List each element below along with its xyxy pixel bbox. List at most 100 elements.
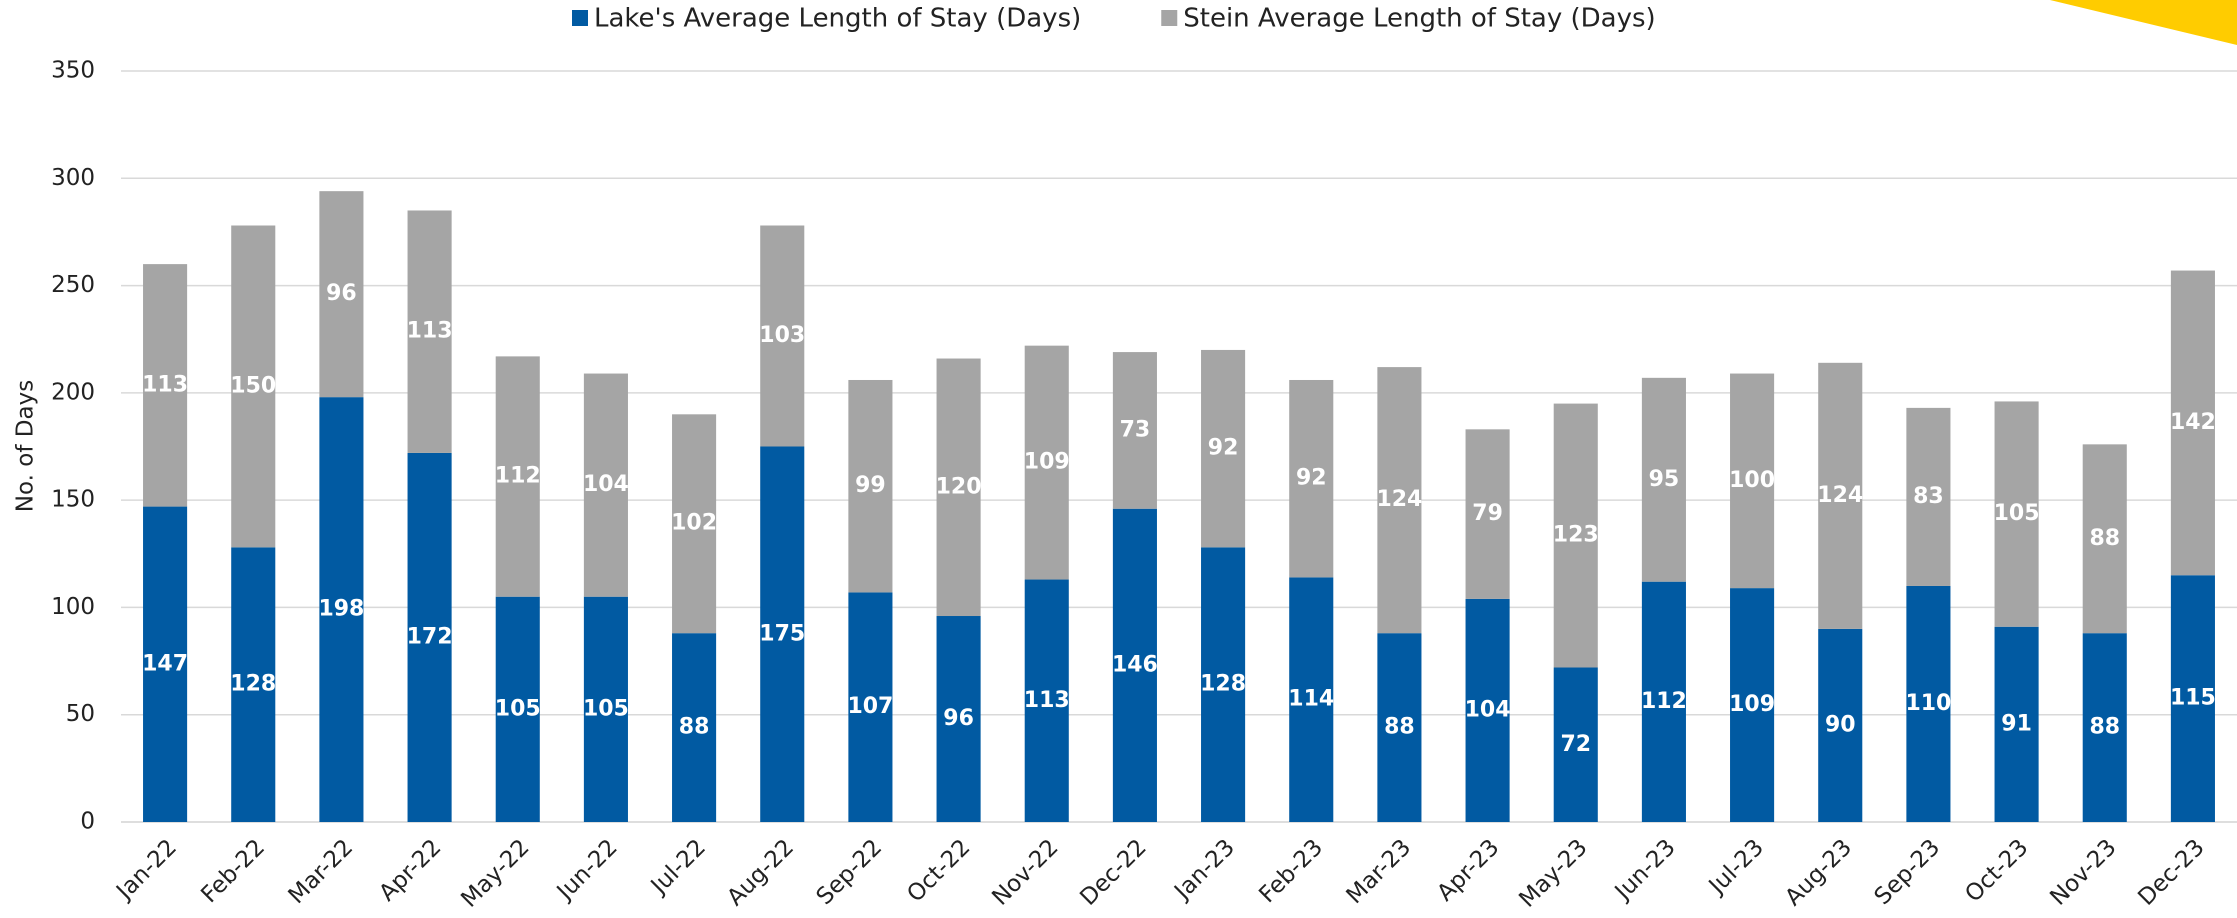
y-tick-label: 250 [51,272,95,298]
x-tick-label: Mar-23 [1342,834,1417,909]
bar-segment [1377,633,1422,822]
bar-segment [319,397,364,822]
x-tick-label: Sep-22 [812,834,888,910]
x-tick-label: Nov-23 [2045,834,2121,910]
data-label: 104 [1465,697,1511,722]
bar-segment [2170,575,2215,822]
data-label: 109 [1729,692,1775,717]
bar-segment [936,616,981,822]
bar-segment [1024,579,1069,822]
data-label: 88 [1384,715,1415,740]
data-label: 103 [759,323,805,348]
bar-segment [1112,352,1157,509]
bar-segment [143,506,188,822]
x-tick-label: Feb-22 [196,834,270,908]
data-label: 90 [1825,712,1856,737]
data-label: 128 [230,672,276,697]
data-label: 113 [407,319,453,344]
x-tick-label: Aug-23 [1780,834,1857,911]
data-label: 113 [142,372,188,397]
data-label: 105 [495,696,541,721]
data-label: 96 [943,706,974,731]
y-tick-label: 100 [51,594,95,620]
x-tick-label: Oct-23 [1960,834,2033,907]
data-label: 88 [2089,526,2120,551]
bar-segment [1906,585,1951,822]
y-tick-label: 150 [51,487,95,513]
data-label: 128 [1200,672,1246,697]
legend-label: Lake's Average Length of Stay (Days) [594,4,1081,34]
x-tick-label: Sep-23 [1870,834,1946,910]
bar-segment [231,225,276,548]
data-label: 198 [318,597,364,622]
y-tick-label: 50 [66,701,95,727]
bar-segment [1906,407,1951,586]
legend-swatch [1161,10,1178,26]
bar-segment [1024,345,1069,580]
data-label: 147 [142,651,188,676]
legend-swatch [572,10,588,26]
x-tick-label: Apr-22 [374,834,446,906]
bar-segment [231,547,276,822]
data-label: 105 [1994,501,2040,526]
data-label: 110 [1905,691,1951,716]
bar-segment [495,356,540,597]
data-label: 83 [1913,484,1944,509]
bar-segment [1289,577,1334,822]
x-tick-label: Jan-22 [110,834,181,905]
bar-segment [848,592,893,822]
bar-segment [1994,626,2039,822]
legend-label: Stein Average Length of Stay (Days) [1183,4,1655,34]
x-tick-label: Dec-23 [2133,834,2209,910]
y-axis-title: No. of Days [13,380,39,512]
bar-segment [1641,377,1686,582]
data-label: 146 [1112,652,1158,677]
data-label: 88 [679,715,710,740]
bar-segment [1818,362,1863,629]
bar-segment [1289,379,1334,578]
x-tick-label: Jan-23 [1168,834,1239,905]
data-label: 124 [1817,483,1863,508]
bar-segment [1465,598,1510,822]
y-tick-label: 300 [51,165,95,191]
bar-segment [2082,444,2127,634]
data-label: 99 [855,473,886,498]
bar-segment [1641,581,1686,822]
bar-segment [143,264,188,507]
bar-segment [1730,588,1775,822]
data-label: 172 [407,624,453,649]
x-tick-label: Jul-22 [645,834,711,900]
data-label: 123 [1553,523,1599,548]
bar-segment [936,358,981,617]
x-tick-label: Dec-22 [1075,834,1151,910]
data-label: 113 [1024,688,1070,713]
bar-segment [1553,403,1598,668]
bar-segment [760,446,805,822]
x-tick-label: Jul-23 [1703,834,1769,900]
x-tick-label: Oct-22 [902,834,975,907]
bar-segment [1465,429,1510,599]
x-tick-label: May-22 [456,834,534,912]
data-label: 175 [759,621,805,646]
bar-segment [760,225,805,447]
bar-segment [1377,367,1422,634]
data-label: 150 [230,373,276,398]
x-tick-label: Mar-22 [284,834,359,909]
y-tick-label: 200 [51,379,95,405]
bar-segment [848,379,893,593]
data-label: 88 [2089,715,2120,740]
data-label: 109 [1024,450,1070,475]
data-label: 73 [1120,417,1151,442]
bar-segment [672,414,717,634]
bar-segment [1201,547,1246,822]
bar-segment [1201,349,1246,548]
data-label: 105 [583,696,629,721]
bar-segment [672,633,717,822]
bar-segment [407,210,452,453]
x-tick-label: Apr-23 [1432,834,1504,906]
data-label: 112 [1641,689,1687,714]
data-label: 115 [2170,686,2216,711]
data-label: 114 [1288,687,1334,712]
data-label: 92 [1296,466,1327,491]
